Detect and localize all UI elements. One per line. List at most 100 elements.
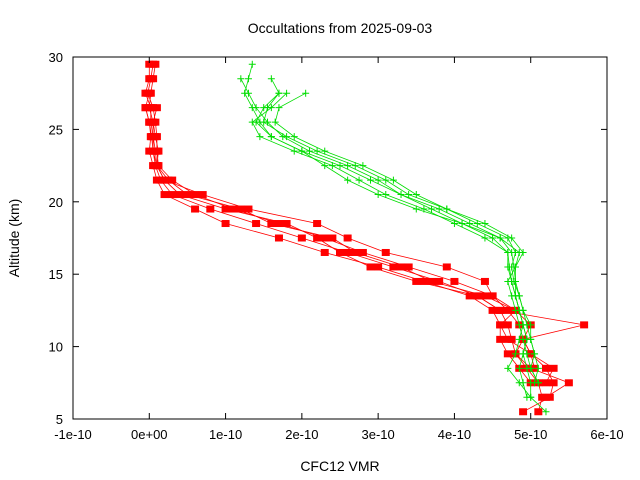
data-point [290, 147, 298, 155]
data-point [149, 147, 158, 155]
series-2 [141, 89, 535, 387]
data-point [183, 191, 192, 199]
data-point [313, 220, 322, 228]
data-point [343, 234, 352, 242]
data-point [359, 162, 367, 170]
data-point [175, 191, 184, 199]
data-point [160, 191, 169, 199]
data-point [355, 176, 363, 184]
series-8 [237, 75, 531, 401]
data-point [435, 277, 444, 285]
data-point [267, 133, 275, 141]
data-point [305, 147, 313, 155]
data-point [427, 277, 436, 285]
data-point [534, 379, 542, 387]
data-point [141, 104, 150, 112]
data-point [321, 162, 329, 170]
data-point [297, 234, 306, 242]
data-point [527, 393, 535, 401]
data-point [504, 277, 512, 285]
series-layer [141, 60, 589, 416]
data-point [481, 234, 489, 242]
data-point [504, 248, 512, 256]
data-point [412, 191, 420, 199]
data-point [580, 321, 589, 329]
data-point [328, 234, 337, 242]
data-point [336, 248, 344, 256]
data-point [351, 248, 360, 256]
x-tick-label: 2e-10 [285, 427, 318, 442]
data-point [527, 335, 535, 343]
data-point [542, 408, 550, 416]
data-point [152, 176, 161, 184]
x-tick-label: -1e-10 [54, 427, 92, 442]
data-point [541, 364, 550, 372]
data-point [397, 263, 406, 271]
data-point [336, 162, 344, 170]
data-point [244, 89, 252, 97]
data-point [480, 292, 489, 300]
series-6 [241, 60, 535, 401]
data-point [534, 364, 542, 372]
data-point [488, 292, 497, 300]
data-point [252, 104, 260, 112]
data-point [267, 104, 275, 112]
data-point [147, 133, 156, 141]
data-point [164, 176, 173, 184]
data-point [260, 104, 268, 112]
data-point [419, 277, 428, 285]
data-point [473, 292, 482, 300]
x-tick-label: 5e-10 [514, 427, 547, 442]
data-point [344, 162, 352, 170]
data-point [320, 248, 329, 256]
data-point [343, 248, 352, 256]
data-point [481, 220, 489, 228]
data-point [221, 220, 230, 228]
data-point [358, 248, 367, 256]
data-point [505, 263, 513, 271]
data-point [503, 335, 512, 343]
series-line [145, 93, 532, 384]
data-point [244, 75, 252, 83]
data-point [274, 234, 283, 242]
data-point [519, 335, 527, 343]
data-point [320, 234, 329, 242]
data-point [496, 335, 505, 343]
y-tick-label: 15 [49, 267, 63, 282]
data-point [523, 350, 531, 358]
data-point [442, 263, 451, 271]
data-point [515, 364, 523, 372]
data-point [282, 220, 291, 228]
data-point [515, 321, 523, 329]
data-point [237, 75, 245, 83]
data-point [351, 162, 359, 170]
data-point [229, 205, 238, 213]
series-line [244, 64, 532, 398]
data-point [508, 292, 516, 300]
y-tick-label: 25 [49, 122, 63, 137]
data-point [531, 350, 539, 358]
tick-layer: -1e-10 0e+00 1e-10 2e-10 3e-10 4e-10 5e-10 6e-1… [49, 50, 624, 442]
data-point [275, 104, 283, 112]
series-11 [252, 89, 542, 387]
series-5 [141, 104, 558, 387]
data-point [313, 234, 322, 242]
data-point [466, 220, 474, 228]
data-point [267, 220, 276, 228]
data-point [473, 220, 481, 228]
data-point [504, 364, 512, 372]
data-point [271, 118, 279, 126]
data-point [328, 162, 336, 170]
data-point [489, 234, 497, 242]
series-line [148, 64, 535, 369]
data-point [496, 306, 505, 314]
data-point [389, 263, 398, 271]
data-point [248, 60, 256, 68]
x-tick-label: 1e-10 [209, 427, 242, 442]
x-tick-label: 4e-10 [438, 427, 471, 442]
series-4 [145, 60, 539, 372]
y-tick-label: 20 [49, 195, 63, 210]
data-point [236, 205, 245, 213]
data-point [191, 205, 200, 213]
